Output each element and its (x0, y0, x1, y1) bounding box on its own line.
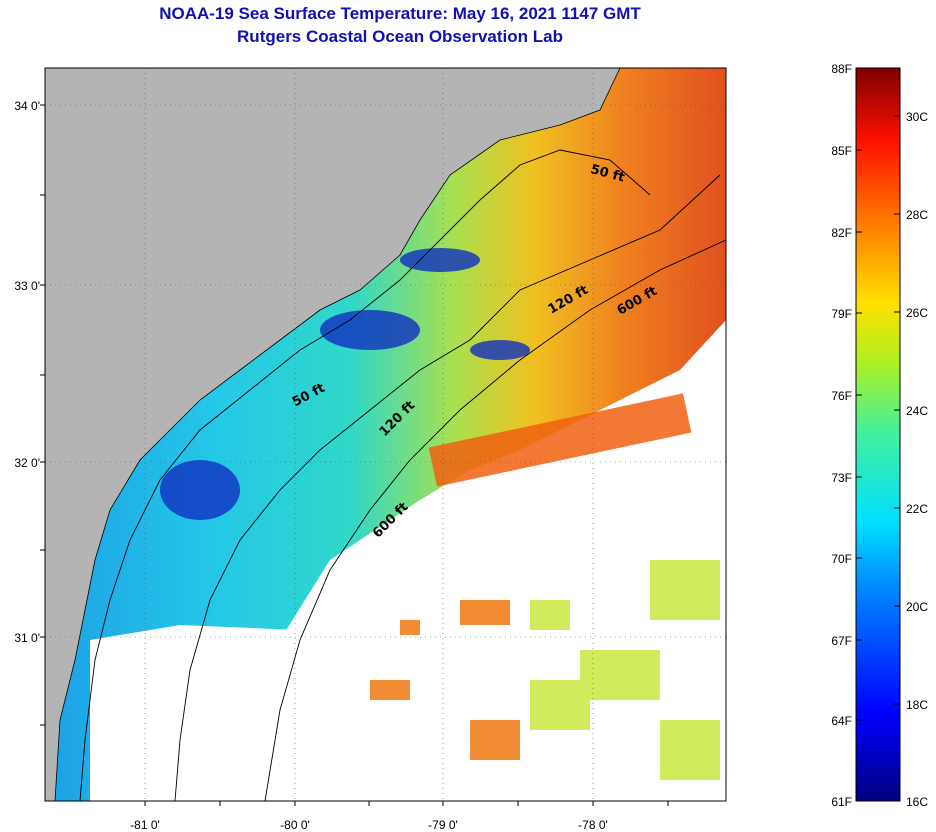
colorbar-f-label: 64F (831, 714, 852, 728)
colorbar-c-label: 22C (906, 502, 929, 516)
colorbar-f-label: 82F (831, 226, 852, 240)
colorbar-f-label: 73F (831, 471, 852, 485)
colorbar-f-label: 79F (831, 307, 852, 321)
colorbar-c-label: 28C (906, 208, 929, 222)
map-subtitle: Rutgers Coastal Ocean Observation Lab (237, 27, 563, 46)
colorbar-c-label: 20C (906, 600, 929, 614)
land (45, 68, 620, 801)
colorbar-c-label: 18C (906, 698, 929, 712)
graticule (45, 68, 726, 801)
contour-600ft (264, 239, 727, 802)
contour-120ft (174, 174, 721, 802)
yellow-patches (530, 560, 720, 780)
lat-label-31: 31 0' (14, 631, 40, 645)
colorbar-f-label: 88F (831, 62, 852, 76)
cold-patches (160, 248, 530, 520)
cloud-mask-2 (90, 625, 320, 801)
map-title: NOAA-19 Sea Surface Temperature: May 16,… (159, 4, 641, 23)
colorbar-c-label: 30C (906, 110, 929, 124)
lon-label-79: -79 0' (428, 818, 458, 832)
colorbar-ticks (856, 115, 900, 721)
colorbar-c-label: 24C (906, 404, 929, 418)
colorbar-f-label: 70F (831, 552, 852, 566)
lat-label-33: 33 0' (14, 279, 40, 293)
colorbar-c-label: 26C (906, 306, 929, 320)
warm-patches (370, 600, 520, 760)
colorbar-f-label: 67F (831, 634, 852, 648)
colorbar-f-label: 85F (831, 144, 852, 158)
frame-ticks (40, 104, 669, 806)
colorbar (855, 67, 901, 802)
lon-label-80: -80 0' (280, 818, 310, 832)
lat-label-32: 32 0' (14, 456, 40, 470)
lon-label-81: -81 0' (130, 818, 160, 832)
lat-label-34: 34 0' (14, 99, 40, 113)
lon-label-78: -78 0' (578, 818, 608, 832)
colorbar-c-label: 16C (906, 795, 929, 809)
map-frame (44, 67, 727, 802)
colorbar-f-label: 61F (831, 795, 852, 809)
colorbar-f-label: 76F (831, 389, 852, 403)
coastline (54, 67, 621, 802)
contour-50ft (79, 149, 651, 802)
orange-band (428, 393, 692, 487)
